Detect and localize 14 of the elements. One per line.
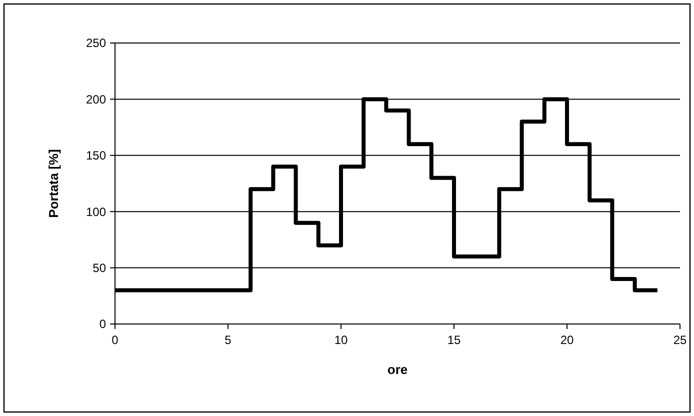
y-tick-label: 150	[86, 148, 106, 163]
x-tick-label: 20	[560, 333, 574, 347]
x-axis-title: ore	[387, 362, 408, 377]
y-tick-label: 100	[86, 204, 106, 219]
x-tick-label: 25	[673, 333, 687, 347]
x-tick-label: 15	[447, 333, 461, 347]
x-tick-label: 5	[224, 333, 232, 347]
y-tick-label: 200	[86, 92, 106, 106]
y-tick-label: 250	[86, 36, 106, 50]
y-tick-label: 50	[92, 261, 106, 275]
x-tick-label: 0	[112, 333, 119, 347]
y-tick-label: 0	[99, 317, 106, 332]
x-tick-label: 10	[334, 333, 348, 347]
y-axis-title: Portata [%]	[46, 149, 61, 218]
